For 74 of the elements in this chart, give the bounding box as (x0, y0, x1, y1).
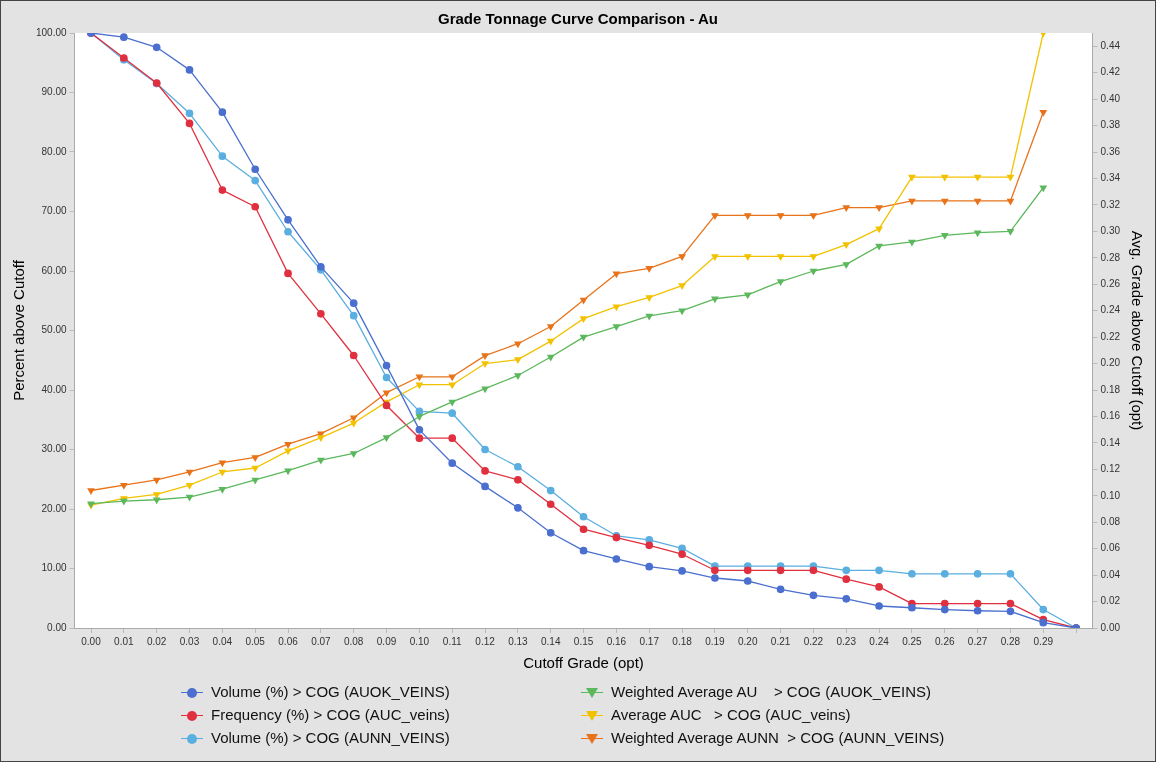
x-tick-label: 0.15 (573, 635, 594, 647)
x-tick-label: 0.03 (179, 635, 200, 647)
x-tick-label: 0.16 (606, 635, 627, 647)
x-tick-label: 0.13 (508, 635, 529, 647)
y2-tick-label: 0.16 (1100, 410, 1121, 422)
x-tick-label: 0.28 (1000, 635, 1021, 647)
x-tick-label: 0.00 (81, 635, 102, 647)
x-tick-label: 0.21 (770, 635, 791, 647)
x-tick-label: 0.12 (475, 635, 496, 647)
x-tick-label: 0.26 (935, 635, 955, 647)
y2-tick-label: 0.20 (1100, 357, 1121, 369)
x-tick-label: 0.20 (738, 635, 758, 647)
y2-tick-label: 0.34 (1100, 172, 1121, 184)
x-tick-label: 0.14 (540, 635, 561, 647)
y2-tick-label: 0.28 (1100, 251, 1121, 263)
y2-tick-label: 0.12 (1100, 463, 1121, 475)
y2-tick-label: 0.26 (1100, 277, 1121, 289)
x-tick-label: 0.04 (212, 635, 233, 647)
y2-tick-label: 0.42 (1100, 66, 1121, 78)
y2-tick-label: 0.40 (1100, 92, 1121, 104)
y-tick-label: 40.00 (41, 383, 68, 395)
legend-label: Average AUC > COG (AUC_veins) (611, 706, 851, 723)
legend-label: Volume (%) > COG (AUNN_VEINS) (211, 729, 450, 746)
x-tick-label: 0.08 (343, 635, 364, 647)
y-tick-label: 90.00 (41, 86, 68, 98)
x-tick-label: 0.29 (1033, 635, 1054, 647)
legend-label: Frequency (%) > COG (AUC_veins) (211, 706, 450, 723)
y-tick-label: 0.00 (47, 621, 68, 633)
y2-axis-title: Avg. Grade above Cutoff (opt) (1128, 230, 1146, 431)
y-axis-title: Percent above Cutoff (10, 259, 28, 401)
y-tick-label: 60.00 (41, 264, 68, 276)
y2-tick-label: 0.02 (1100, 595, 1121, 607)
y2-tick-label: 0.18 (1100, 383, 1121, 395)
y2-tick-label: 0.22 (1100, 330, 1121, 342)
y2-tick-label: 0.10 (1100, 489, 1121, 501)
y-tick-label: 70.00 (41, 205, 68, 217)
x-tick-label: 0.06 (278, 635, 299, 647)
y-tick-label: 100.00 (35, 26, 68, 38)
legend-label: Weighted Average AU > COG (AUOK_VEINS) (611, 683, 932, 700)
y2-tick-label: 0.08 (1100, 515, 1121, 527)
x-axis-title: Cutoff Grade (opt) (523, 654, 644, 672)
y2-tick-label: 0.06 (1100, 542, 1121, 554)
x-tick-label: 0.17 (639, 635, 660, 647)
y2-tick-label: 0.14 (1100, 436, 1121, 448)
x-tick-label: 0.07 (311, 635, 332, 647)
x-tick-label: 0.25 (902, 635, 923, 647)
x-tick-label: 0.22 (803, 635, 824, 647)
x-tick-label: 0.19 (705, 635, 726, 647)
legend-label: Volume (%) > COG (AUOK_VEINS) (211, 683, 450, 700)
x-tick-label: 0.23 (836, 635, 857, 647)
y2-tick-label: 0.30 (1100, 225, 1121, 237)
x-tick-label: 0.24 (869, 635, 890, 647)
y-tick-label: 30.00 (41, 443, 68, 455)
x-tick-label: 0.18 (672, 635, 693, 647)
y-tick-label: 20.00 (41, 502, 68, 514)
y2-tick-label: 0.00 (1100, 621, 1121, 633)
x-tick-label: 0.05 (245, 635, 266, 647)
y2-tick-label: 0.04 (1100, 568, 1121, 580)
chart-title: Grade Tonnage Curve Comparison - Au (437, 10, 719, 28)
x-tick-label: 0.02 (146, 635, 167, 647)
y-tick-label: 50.00 (41, 324, 68, 336)
y2-tick-label: 0.24 (1100, 304, 1121, 316)
y2-tick-label: 0.36 (1100, 145, 1121, 157)
legend-label: Weighted Average AUNN > COG (AUNN_VEINS) (611, 729, 945, 746)
y-tick-label: 80.00 (41, 145, 68, 157)
x-tick-label: 0.27 (967, 635, 988, 647)
y2-tick-label: 0.38 (1100, 119, 1121, 131)
y2-tick-label: 0.44 (1100, 39, 1121, 51)
x-tick-label: 0.11 (442, 635, 462, 647)
x-tick-label: 0.10 (409, 635, 430, 647)
y2-tick-label: 0.32 (1100, 198, 1121, 210)
y-tick-label: 10.00 (41, 562, 68, 574)
x-tick-label: 0.01 (114, 635, 135, 647)
x-tick-label: 0.09 (376, 635, 397, 647)
